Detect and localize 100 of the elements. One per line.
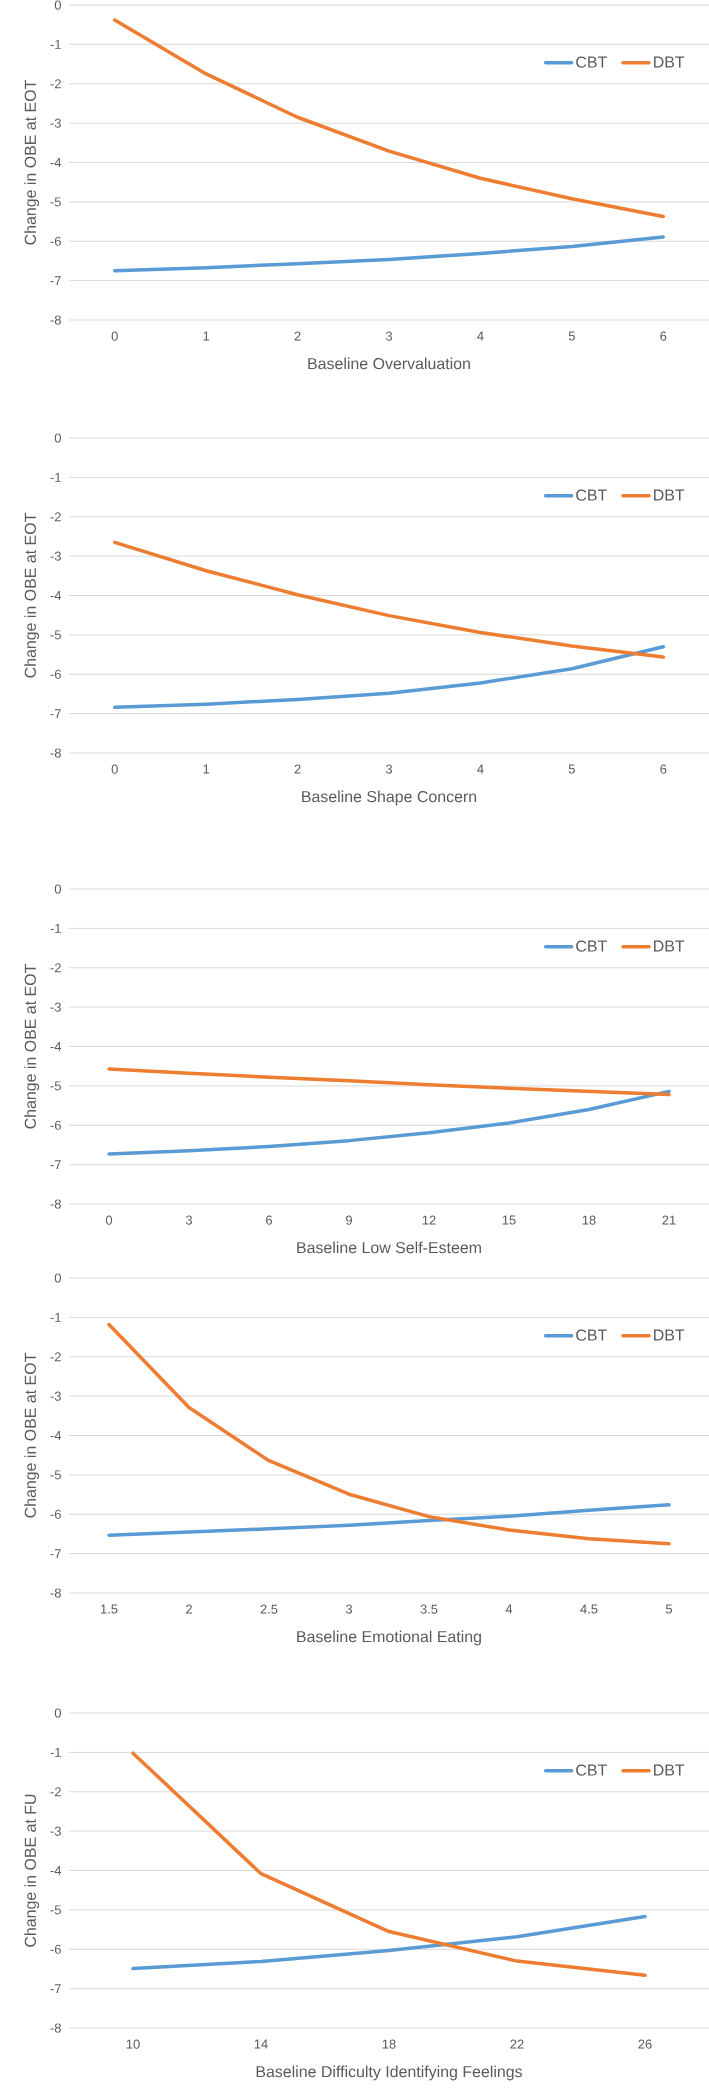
y-axis-title: Change in OBE at EOT [24, 513, 40, 678]
y-tick-label: -8 [50, 748, 61, 758]
y-tick-label: 0 [54, 884, 61, 894]
x-tick-label: 14 [254, 2039, 268, 2049]
y-tick-label: -5 [50, 630, 61, 640]
x-tick-label: 21 [662, 1215, 676, 1225]
y-tick-label: -4 [50, 591, 62, 600]
y-tick-label: -5 [50, 1470, 61, 1480]
legend-label: DBT [654, 1764, 685, 1776]
x-tick-label: 15 [502, 1215, 516, 1225]
y-tick-label: -6 [50, 1120, 61, 1130]
x-axis-title: Baseline Difficulty Identifying Feelings [256, 2065, 523, 2081]
x-tick-label: 1 [203, 331, 210, 341]
y-tick-label: -1 [50, 923, 61, 933]
y-tick-label: -1 [50, 1747, 61, 1757]
y-tick-label: -3 [50, 551, 61, 561]
x-tick-label: 2 [294, 331, 301, 341]
x-tick-label: 18 [382, 2039, 396, 2049]
y-tick-label: -6 [50, 1944, 61, 1954]
y-tick-label: -5 [50, 1905, 61, 1915]
x-tick-label: 0 [111, 331, 118, 341]
x-axis-title: Baseline Overvaluation [308, 357, 470, 370]
line-series [112, 235, 666, 273]
y-tick-label: -6 [50, 1509, 61, 1519]
y-axis-title: Change in OBE at EOT [24, 80, 40, 245]
line-series [112, 540, 666, 659]
legend-label: CBT [576, 1329, 607, 1341]
x-tick-label: 2.5 [260, 1604, 278, 1614]
x-tick-label: 3 [385, 331, 393, 341]
y-tick-label: -8 [50, 1199, 61, 1209]
x-tick-label: 6 [266, 1215, 273, 1225]
y-tick-label: -3 [50, 118, 61, 128]
x-axis-title: Baseline Shape Concern [302, 790, 477, 806]
y-tick-label: -3 [50, 1391, 61, 1401]
x-tick-label: 10 [126, 2039, 140, 2049]
x-tick-label: 18 [582, 1215, 596, 1225]
legend-label: CBT [576, 940, 607, 952]
y-tick-label: -3 [50, 1826, 61, 1836]
x-tick-label: 4 [477, 764, 484, 774]
legend-label: DBT [654, 940, 685, 952]
x-tick-label: 4.5 [580, 1604, 598, 1614]
y-tick-label: -5 [50, 197, 61, 207]
x-tick-label: 3 [185, 1215, 193, 1225]
y-tick-label: -4 [50, 1866, 62, 1875]
y-tick-label: -1 [50, 1312, 61, 1322]
y-axis-title: Change in OBE at EOT [24, 1353, 40, 1518]
y-tick-label: 0 [54, 1708, 61, 1718]
x-tick-label: 3.5 [420, 1604, 438, 1614]
legend-label: CBT [576, 1764, 607, 1776]
y-tick-label: -7 [50, 1160, 61, 1170]
x-tick-label: 6 [660, 331, 667, 341]
y-tick-label: -6 [50, 669, 61, 679]
legend-label: CBT [576, 56, 607, 68]
x-tick-label: 2 [186, 1604, 192, 1614]
x-tick-label: 22 [510, 2039, 524, 2049]
line-series [107, 1089, 671, 1156]
legend-label: CBT [576, 489, 607, 501]
y-tick-label: -2 [50, 79, 61, 89]
x-tick-label: 5 [568, 331, 575, 341]
y-tick-label: -1 [50, 472, 61, 482]
x-tick-label: 12 [422, 1215, 436, 1225]
x-tick-label: 26 [638, 2039, 652, 2049]
y-axis-title: Change in OBE at FU [24, 1794, 40, 1947]
y-tick-label: -8 [50, 315, 61, 325]
legend-label: DBT [654, 1329, 685, 1341]
y-tick-label: -2 [50, 1787, 61, 1797]
y-tick-label: -2 [50, 512, 61, 522]
x-axis-title: Baseline Emotional Eating [297, 1630, 481, 1646]
y-tick-label: -4 [50, 1431, 62, 1440]
y-tick-label: 0 [54, 433, 61, 443]
y-tick-label: -6 [50, 236, 61, 246]
line-series [131, 1751, 647, 1978]
x-tick-label: 3 [345, 1604, 353, 1614]
y-tick-label: -7 [50, 1549, 61, 1559]
x-tick-label: 9 [346, 1215, 352, 1225]
legend-label: DBT [654, 489, 685, 501]
y-tick-label: -7 [50, 276, 61, 286]
x-tick-label: 4 [505, 1604, 513, 1614]
y-tick-label: -7 [50, 709, 61, 719]
y-tick-label: -3 [50, 1002, 61, 1012]
x-tick-label: 5 [665, 1604, 673, 1614]
y-tick-label: -2 [50, 963, 61, 973]
y-tick-label: -8 [50, 1588, 61, 1598]
x-tick-label: 6 [660, 764, 667, 774]
x-tick-label: 3 [385, 764, 393, 774]
y-tick-label: 0 [54, 1273, 61, 1283]
y-axis-title: Change in OBE at EOT [24, 964, 40, 1129]
y-tick-label: -1 [50, 39, 61, 49]
line-series [131, 1914, 647, 1971]
x-tick-label: 1.5 [100, 1604, 118, 1614]
y-tick-label: -4 [50, 158, 62, 167]
x-axis-title: Baseline Low Self-Esteem [297, 1241, 481, 1254]
line-series [107, 1503, 671, 1537]
x-tick-label: 0 [105, 1215, 113, 1225]
legend-label: DBT [654, 56, 685, 68]
x-tick-label: 5 [568, 764, 575, 774]
y-tick-label: -7 [50, 1984, 61, 1994]
y-tick-label: -5 [50, 1081, 61, 1091]
x-tick-label: 1 [203, 764, 210, 774]
y-tick-label: -8 [50, 2023, 61, 2033]
